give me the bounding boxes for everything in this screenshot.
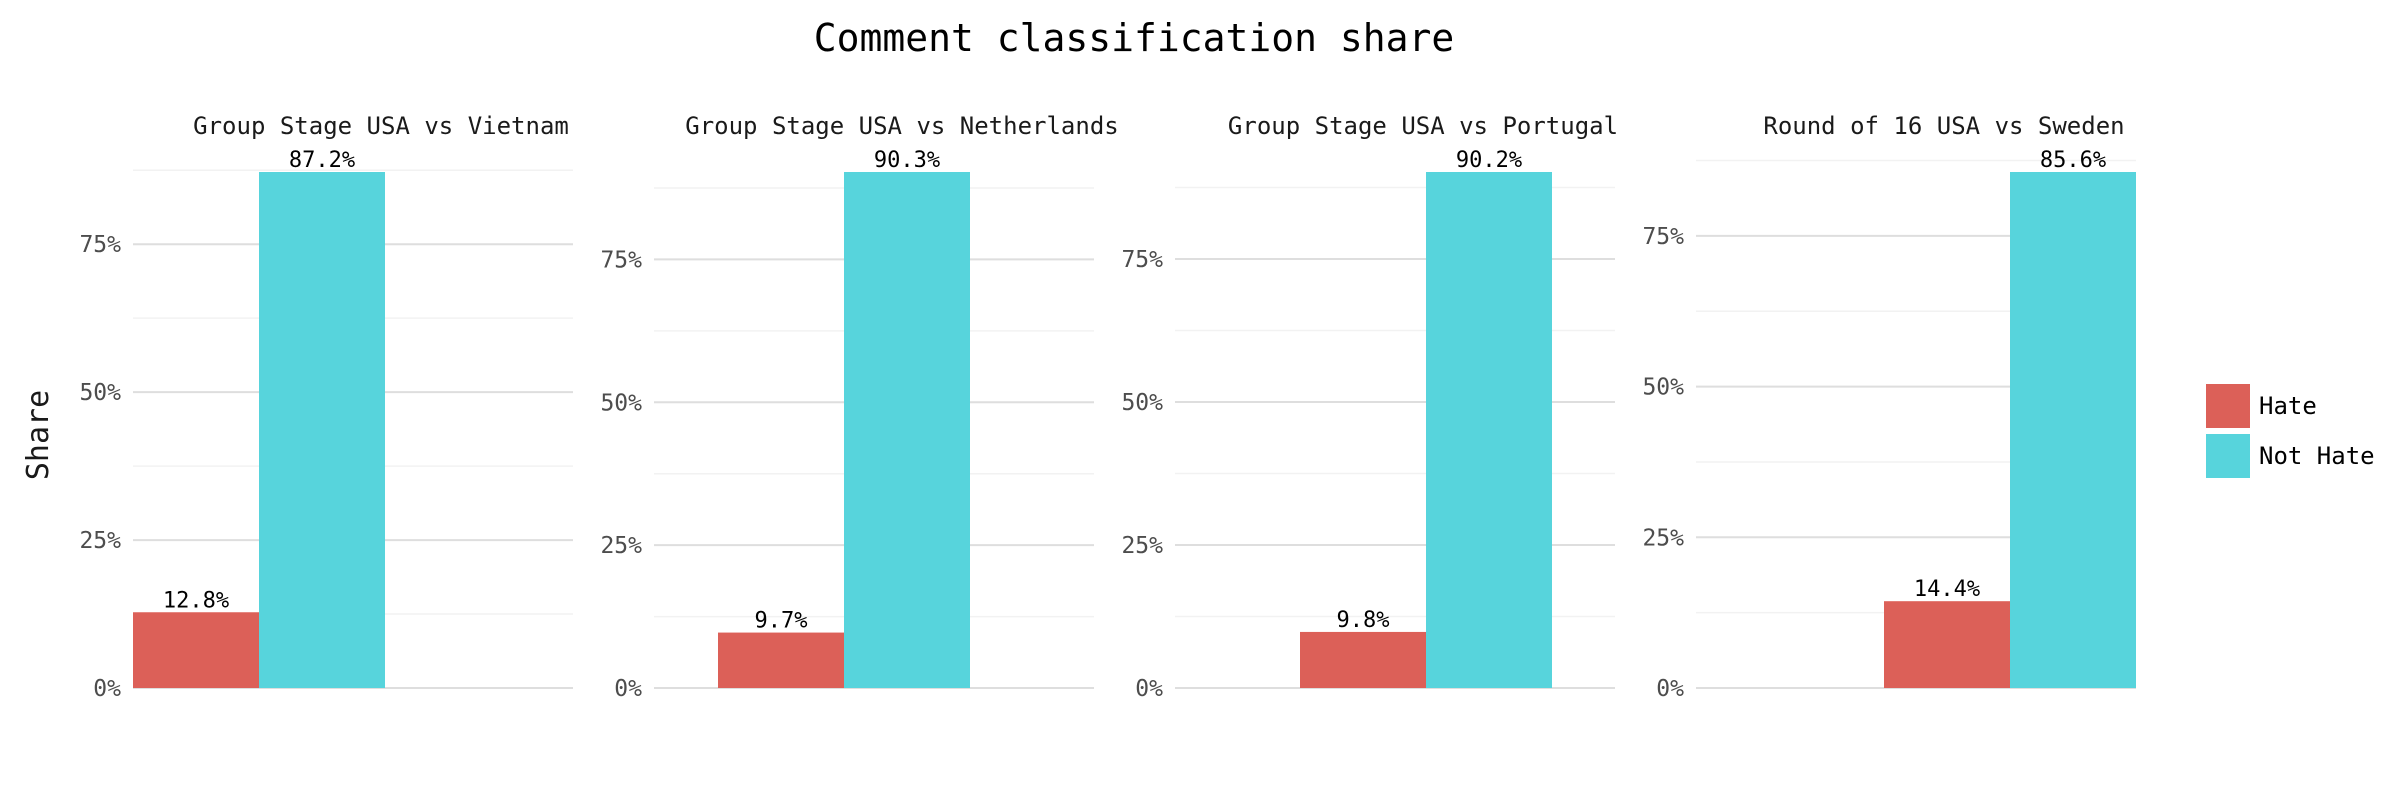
facet-panel: 0% 25% 50% 75% 14.4% 85.6% Round of 16 USA vs … bbox=[1642, 112, 2136, 702]
facet-panel: 0% 25% 50% 75% 9.7% 90.3% Group Stage USA vs N… bbox=[600, 112, 1118, 702]
bar-hate bbox=[1300, 631, 1426, 688]
chart-title: Comment classification share bbox=[814, 16, 1455, 60]
facet-panels: 0% 25% 50% 75% 12.8% 87.2% Group Stage USA vs … bbox=[79, 112, 2136, 702]
y-tick-label: 75% bbox=[1642, 224, 1684, 250]
y-tick-label: 75% bbox=[600, 247, 642, 273]
y-tick-label: 25% bbox=[1121, 533, 1163, 559]
y-axis-label: Share bbox=[21, 390, 56, 480]
data-label: 12.8% bbox=[163, 588, 229, 613]
legend-label: Not Hate bbox=[2259, 442, 2375, 470]
data-label: 9.7% bbox=[755, 609, 808, 634]
data-label: 90.3% bbox=[874, 148, 940, 173]
data-label: 90.2% bbox=[1456, 148, 1522, 173]
data-label: 14.4% bbox=[1914, 577, 1980, 602]
legend: Hate Not Hate bbox=[2206, 384, 2375, 478]
panel-title: Group Stage USA vs Netherlands bbox=[685, 112, 1118, 140]
bar-not-hate bbox=[1426, 172, 1552, 688]
data-label: 85.6% bbox=[2040, 148, 2106, 173]
y-tick-label: 25% bbox=[600, 533, 642, 559]
facet-panel: 0% 25% 50% 75% 12.8% 87.2% Group Stage USA vs … bbox=[79, 112, 573, 702]
facet-panel: 0% 25% 50% 75% 9.8% 90.2% Group Stage USA vs P… bbox=[1121, 112, 1618, 702]
y-tick-label: 50% bbox=[600, 390, 642, 416]
bar-hate bbox=[133, 612, 259, 688]
y-tick-label: 0% bbox=[93, 676, 121, 702]
bar-not-hate bbox=[844, 172, 970, 688]
y-tick-label: 25% bbox=[79, 528, 121, 554]
y-tick-label: 75% bbox=[1121, 247, 1163, 273]
y-tick-label: 0% bbox=[1656, 676, 1684, 702]
panel-title: Group Stage USA vs Vietnam bbox=[193, 112, 569, 140]
y-tick-label: 50% bbox=[1121, 390, 1163, 416]
bar-hate bbox=[1884, 601, 2010, 688]
bar-not-hate bbox=[2010, 172, 2136, 688]
data-label: 87.2% bbox=[289, 148, 355, 173]
data-label: 9.8% bbox=[1337, 608, 1390, 633]
y-tick-label: 0% bbox=[1135, 676, 1163, 702]
y-tick-label: 50% bbox=[1642, 375, 1684, 401]
panel-title: Round of 16 USA vs Sweden bbox=[1763, 112, 2124, 140]
bar-not-hate bbox=[259, 172, 385, 688]
y-tick-label: 75% bbox=[79, 232, 121, 258]
y-tick-label: 25% bbox=[1642, 525, 1684, 551]
legend-swatch bbox=[2206, 384, 2250, 428]
panel-title: Group Stage USA vs Portugal bbox=[1228, 112, 1618, 140]
y-tick-label: 0% bbox=[614, 676, 642, 702]
legend-item: Not Hate bbox=[2206, 434, 2375, 478]
legend-swatch bbox=[2206, 434, 2250, 478]
legend-item: Hate bbox=[2206, 384, 2317, 428]
bar-hate bbox=[718, 632, 844, 688]
y-tick-label: 50% bbox=[79, 380, 121, 406]
legend-label: Hate bbox=[2259, 392, 2317, 420]
